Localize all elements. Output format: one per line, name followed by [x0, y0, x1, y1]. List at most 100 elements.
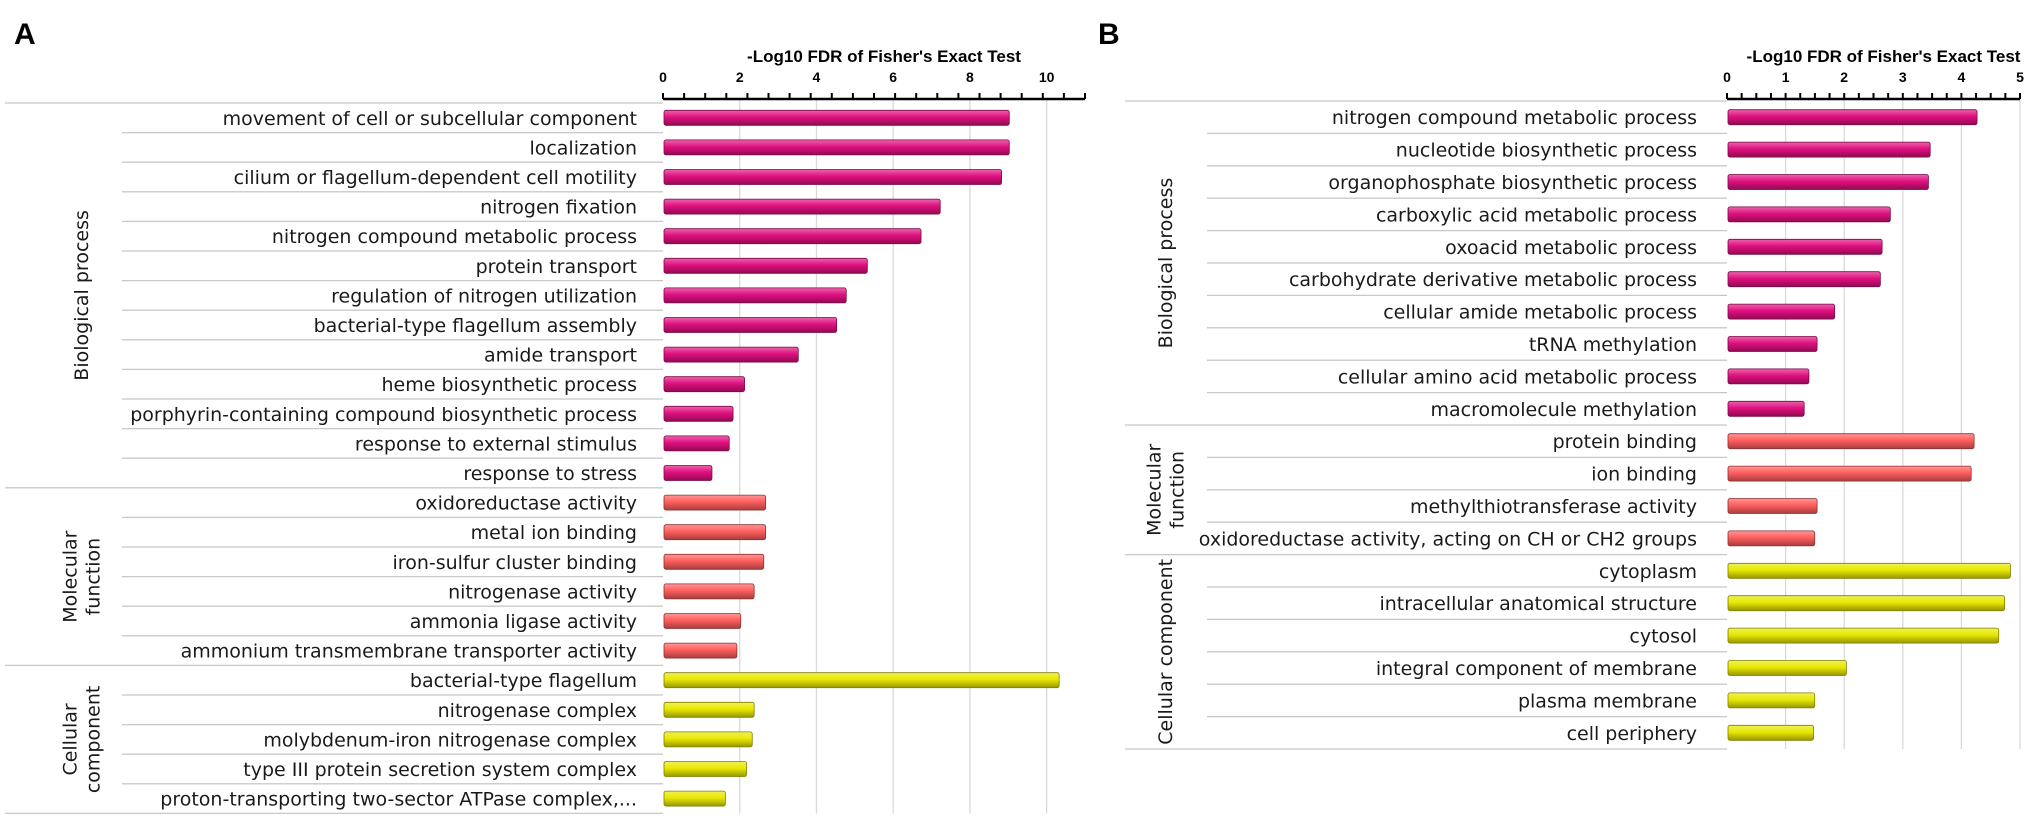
group-label: Molecularfunction	[60, 530, 105, 622]
bar	[663, 169, 1003, 185]
bar	[663, 405, 734, 422]
category-label: amide transport	[484, 345, 637, 367]
bar	[1727, 206, 1891, 223]
category-label: carbohydrate derivative metabolic proces…	[1289, 269, 1697, 291]
x-tick-label: 5	[2016, 69, 2024, 85]
x-tick-label: 3	[1899, 69, 1907, 85]
bar	[1727, 400, 1805, 417]
bar	[663, 287, 847, 304]
category-label: oxoacid metabolic process	[1445, 237, 1697, 259]
bar	[663, 109, 1010, 126]
x-axis-title: -Log10 FDR of Fisher's Exact Test	[1747, 47, 2021, 66]
panel-letter: B	[1098, 18, 1120, 51]
x-tick-label: 4	[813, 69, 821, 85]
bar	[663, 701, 755, 718]
group-label-line: function	[1167, 451, 1189, 529]
category-label: protein binding	[1553, 431, 1697, 453]
category-label: nitrogen compound metabolic process	[272, 226, 637, 248]
group-label-line: Cellular component	[1155, 559, 1177, 745]
group-label-line: Biological process	[1155, 178, 1177, 349]
category-label: regulation of nitrogen utilization	[331, 285, 637, 307]
category-label: plasma membrane	[1518, 690, 1697, 712]
category-label: carboxylic acid metabolic process	[1376, 204, 1697, 226]
group-label: Molecularfunction	[1144, 444, 1189, 536]
panel-b: B -Log10 FDR of Fisher's Exact Test 0 1 2 3 4 5…	[1098, 18, 2024, 750]
category-label: cell periphery	[1567, 723, 1697, 745]
bar	[663, 761, 747, 777]
category-label: protein transport	[476, 256, 637, 278]
group-label: Cellularcomponent	[60, 686, 105, 794]
group-label: Biological process	[71, 210, 93, 381]
category-label: movement of cell or subcellular componen…	[223, 108, 637, 130]
category-label: nitrogen fixation	[480, 197, 637, 219]
category-label: ammonia ligase activity	[410, 611, 637, 633]
bar	[1727, 174, 1929, 190]
group-label-line: Molecular	[60, 530, 82, 622]
bar	[1727, 530, 1816, 547]
group-label-line: component	[83, 686, 105, 794]
x-tick-label: 4	[1958, 69, 1966, 85]
x-tick-label: 10	[1039, 69, 1055, 85]
group-label: Biological process	[1155, 178, 1177, 349]
bar	[663, 642, 738, 659]
x-tick-label: 6	[889, 69, 897, 85]
category-label: proton-transporting two-sector ATPase co…	[160, 789, 637, 811]
category-label: molybdenum-iron nitrogenase complex	[263, 729, 637, 751]
category-label: ammonium transmembrane transporter activ…	[181, 641, 637, 663]
group-label: Cellular component	[1155, 559, 1177, 745]
bar	[1727, 368, 1810, 385]
category-label: iron-sulfur cluster binding	[393, 552, 637, 574]
bar	[1727, 465, 1972, 482]
category-label: intracellular anatomical structure	[1379, 593, 1697, 615]
category-label: methylthiotransferase activity	[1410, 496, 1697, 518]
category-label: nucleotide biosynthetic process	[1396, 140, 1697, 162]
x-tick-label: 8	[966, 69, 974, 85]
category-label: porphyrin-containing compound biosynthet…	[130, 404, 637, 426]
bar	[1727, 595, 2005, 612]
category-label: tRNA methylation	[1529, 334, 1697, 356]
category-label: cytoplasm	[1599, 561, 1697, 583]
bar	[1727, 433, 1975, 450]
category-label: macromolecule methylation	[1431, 399, 1697, 421]
bar	[663, 790, 726, 807]
bar	[663, 731, 753, 748]
bar	[1727, 627, 2000, 644]
panel-letter: A	[14, 18, 36, 51]
bar	[663, 465, 713, 481]
bar	[663, 672, 1060, 689]
panel-a: A -Log10 FDR of Fisher's Exact Test 0 2 4 6 8 1…	[5, 18, 1086, 815]
category-label: response to stress	[463, 463, 637, 485]
group-label-line: Cellular	[60, 703, 82, 775]
bar	[663, 494, 767, 511]
bar	[1727, 238, 1883, 255]
bar	[663, 435, 730, 452]
category-label: organophosphate biosynthetic process	[1328, 172, 1697, 194]
category-label: nitrogenase activity	[448, 581, 637, 603]
x-tick-label: 2	[1840, 69, 1848, 85]
bar	[1727, 336, 1818, 352]
category-label: nitrogen compound metabolic process	[1332, 107, 1697, 129]
category-label: metal ion binding	[471, 522, 637, 544]
bar	[663, 613, 742, 629]
bar	[663, 139, 1010, 156]
bar	[663, 198, 941, 215]
category-label: oxidoreductase activity, acting on CH or…	[1199, 528, 1697, 550]
x-tick-label: 1	[1782, 69, 1790, 85]
bar	[663, 553, 765, 570]
bar	[663, 228, 922, 245]
bar	[663, 317, 838, 333]
category-label: cellular amino acid metabolic process	[1338, 366, 1697, 388]
category-label: bacterial-type flagellum	[410, 670, 637, 692]
category-label: cilium or flagellum-dependent cell motil…	[234, 167, 637, 189]
category-label: response to external stimulus	[355, 433, 637, 455]
category-label: integral component of membrane	[1376, 658, 1697, 680]
group-label-line: Biological process	[71, 210, 93, 381]
bar	[1727, 109, 1978, 126]
x-tick-label: 2	[736, 69, 744, 85]
x-tick-label: 0	[659, 69, 667, 85]
bar	[1727, 660, 1847, 676]
bar	[663, 583, 755, 600]
bar	[663, 524, 767, 541]
bar	[1727, 141, 1931, 158]
